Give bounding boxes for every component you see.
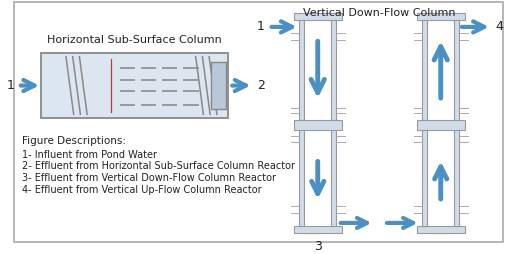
Text: 2- Effluent from Horizontal Sub-Surface Column Reactor: 2- Effluent from Horizontal Sub-Surface … (22, 162, 295, 171)
Bar (211, 62, 226, 109)
Text: 2: 2 (257, 79, 265, 92)
Bar (294, 120, 342, 130)
Text: 3- Effluent from Vertical Down-Flow Column Reactor: 3- Effluent from Vertical Down-Flow Colu… (22, 173, 276, 183)
Bar (454, 20, 459, 226)
Text: 4: 4 (496, 20, 503, 34)
Text: 4- Effluent from Vertical Up-Flow Column Reactor: 4- Effluent from Vertical Up-Flow Column… (22, 184, 262, 195)
Bar (417, 226, 465, 233)
Bar (41, 53, 228, 118)
Bar (300, 20, 304, 226)
Text: Horizontal Sub-Surface Column: Horizontal Sub-Surface Column (47, 35, 222, 45)
Text: 1: 1 (7, 79, 15, 92)
Text: Vertical Down-Flow Column: Vertical Down-Flow Column (303, 8, 456, 18)
Text: 1: 1 (257, 20, 265, 34)
Bar (294, 13, 342, 20)
Bar (417, 120, 465, 130)
Bar (294, 226, 342, 233)
Bar (417, 13, 465, 20)
Text: 1- Influent from Pond Water: 1- Influent from Pond Water (22, 150, 157, 160)
Bar (331, 20, 336, 226)
Text: 3: 3 (314, 240, 322, 253)
Text: Figure Descriptions:: Figure Descriptions: (22, 136, 126, 147)
Bar (423, 20, 427, 226)
